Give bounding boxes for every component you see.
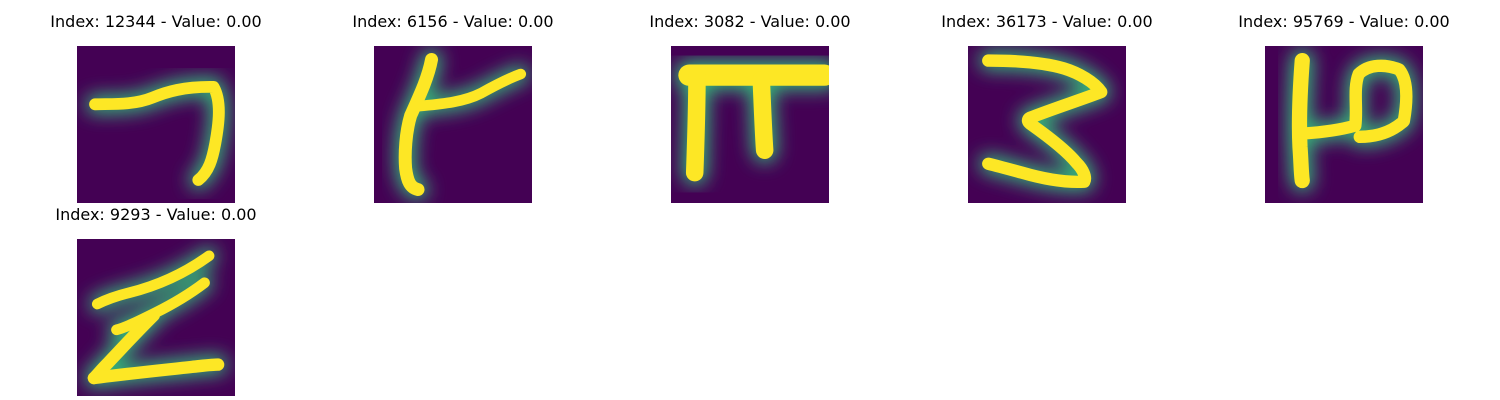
panel-title: Index: 95769 - Value: 0.00 [1238, 12, 1450, 31]
digit-image [374, 46, 532, 203]
digit-panel: Index: 95769 - Value: 0.00 [1194, 12, 1494, 203]
panel-title: Index: 12344 - Value: 0.00 [50, 12, 262, 31]
panel-title: Index: 9293 - Value: 0.00 [55, 205, 257, 224]
digit-panel: Index: 12344 - Value: 0.00 [6, 12, 306, 203]
seven-like-stroke-image [77, 46, 235, 203]
digit-panel: Index: 6156 - Value: 0.00 [303, 12, 603, 203]
z-like-stroke-image [77, 239, 235, 396]
panel-title: Index: 6156 - Value: 0.00 [352, 12, 554, 31]
digit-image [968, 46, 1126, 203]
digit-panel: Index: 36173 - Value: 0.00 [897, 12, 1197, 203]
digit-image [77, 239, 235, 396]
digit-image [671, 46, 829, 203]
panel-title: Index: 36173 - Value: 0.00 [941, 12, 1153, 31]
digit-panel: Index: 9293 - Value: 0.00 [6, 205, 306, 396]
pi-like-stroke-image [671, 46, 829, 203]
digit-image [77, 46, 235, 203]
digit-image [1265, 46, 1423, 203]
panel-title: Index: 3082 - Value: 0.00 [649, 12, 851, 31]
three-like-stroke-image [968, 46, 1126, 203]
k-like-stroke-image [374, 46, 532, 203]
p-like-stroke-image [1265, 46, 1423, 203]
digit-panel: Index: 3082 - Value: 0.00 [600, 12, 900, 203]
